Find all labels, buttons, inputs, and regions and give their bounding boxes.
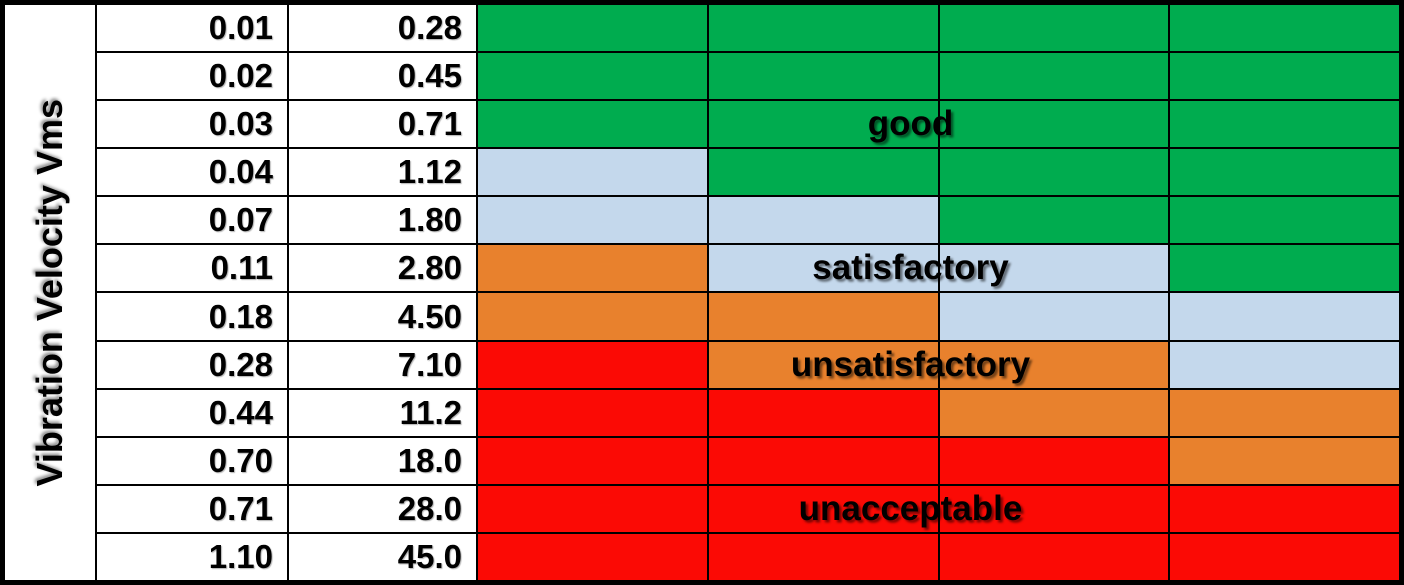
zone-cell — [1170, 437, 1399, 484]
value-col2: 0.28 — [289, 5, 476, 52]
value-col1: 0.18 — [97, 293, 287, 340]
zone-cell — [708, 533, 938, 580]
zone-cell — [708, 101, 938, 148]
zone-cell — [939, 293, 1169, 340]
zone-cell — [478, 485, 707, 532]
zone-cell — [478, 53, 707, 100]
zone-cell — [708, 485, 938, 532]
zone-cell — [1170, 197, 1399, 244]
value-col1: 0.70 — [97, 437, 287, 484]
zone-cell — [1170, 389, 1399, 436]
zone-cell — [1170, 293, 1399, 340]
zone-cell — [708, 293, 938, 340]
zone-cell — [478, 101, 707, 148]
zone-cell — [1170, 341, 1399, 388]
zone-cell — [478, 293, 707, 340]
value-col1: 0.11 — [97, 245, 287, 292]
zone-cell — [708, 245, 938, 292]
zone-cell — [478, 5, 707, 52]
value-col2: 7.10 — [289, 341, 476, 388]
zone-cell — [939, 5, 1169, 52]
value-col2: 28.0 — [289, 485, 476, 532]
zone-cell — [1170, 245, 1399, 292]
value-col1: 0.71 — [97, 485, 287, 532]
zone-cell — [708, 197, 938, 244]
value-col2: 4.50 — [289, 293, 476, 340]
value-col1: 0.44 — [97, 389, 287, 436]
zone-cell — [939, 485, 1169, 532]
value-col2: 2.80 — [289, 245, 476, 292]
y-axis-label: Vibration Velocity Vms — [29, 98, 70, 487]
zone-cell — [1170, 53, 1399, 100]
value-col2: 1.80 — [289, 197, 476, 244]
zone-cell — [939, 437, 1169, 484]
value-col2: 0.45 — [289, 53, 476, 100]
value-col2: 18.0 — [289, 437, 476, 484]
zone-cell — [708, 53, 938, 100]
value-col1: 0.28 — [97, 341, 287, 388]
zone-cell — [478, 341, 707, 388]
zone-cell — [478, 245, 707, 292]
value-col1: 0.04 — [97, 149, 287, 196]
zone-cell — [708, 389, 938, 436]
y-axis-label-cell: Vibration Velocity Vms — [5, 5, 95, 580]
zone-cell — [1170, 5, 1399, 52]
zone-cell — [939, 245, 1169, 292]
zone-cell — [478, 437, 707, 484]
zone-cell — [939, 101, 1169, 148]
value-col1: 0.07 — [97, 197, 287, 244]
value-col1: 0.02 — [97, 53, 287, 100]
value-col2: 45.0 — [289, 533, 476, 580]
value-col2: 11.2 — [289, 389, 476, 436]
zone-cell — [1170, 149, 1399, 196]
value-col1: 0.01 — [97, 5, 287, 52]
zone-cell — [1170, 485, 1399, 532]
zone-cell — [478, 389, 707, 436]
zone-cell — [939, 149, 1169, 196]
zone-cell — [708, 341, 938, 388]
zone-cell — [1170, 101, 1399, 148]
zone-cell — [939, 53, 1169, 100]
zone-cell — [939, 533, 1169, 580]
zone-cell — [939, 389, 1169, 436]
zone-cell — [939, 197, 1169, 244]
value-col1: 1.10 — [97, 533, 287, 580]
zone-cell — [708, 149, 938, 196]
zone-cell — [478, 197, 707, 244]
value-col1: 0.03 — [97, 101, 287, 148]
zone-cell — [1170, 533, 1399, 580]
zone-cell — [478, 149, 707, 196]
value-col2: 0.71 — [289, 101, 476, 148]
zone-cell — [478, 533, 707, 580]
value-col2: 1.12 — [289, 149, 476, 196]
zone-cell — [939, 341, 1169, 388]
zone-cell — [708, 437, 938, 484]
zone-cell — [708, 5, 938, 52]
